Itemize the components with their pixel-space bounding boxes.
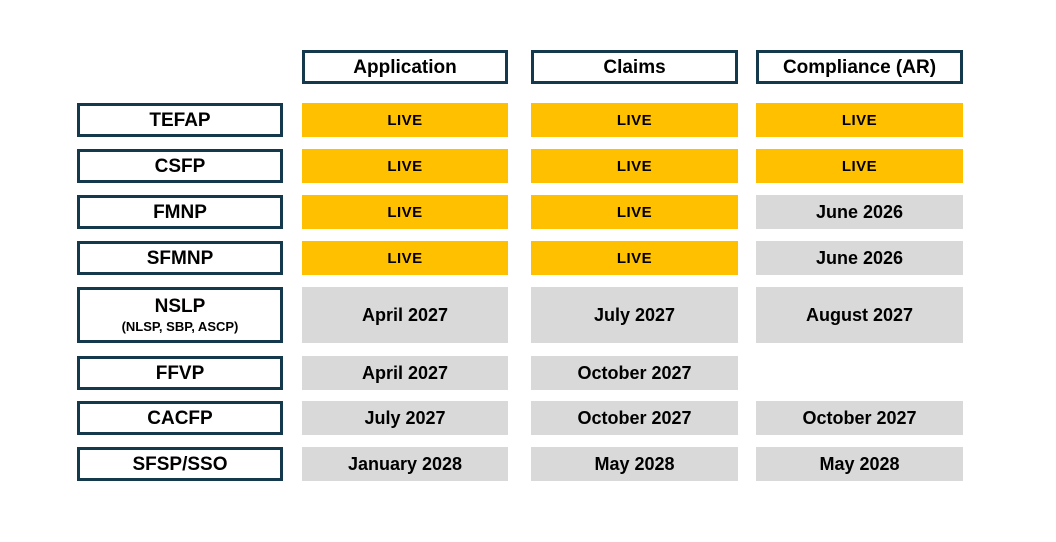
row-label-csfp: CSFP — [77, 149, 283, 183]
cell-csfp-application: LIVE — [302, 149, 508, 183]
row-label-text: CACFP — [147, 407, 213, 429]
cell-nslp-claims: July 2027 — [531, 287, 738, 343]
row-label-text: SFMNP — [146, 247, 214, 269]
cell-cacfp-compliance: October 2027 — [756, 401, 963, 435]
rollout-status-table: Application Claims Compliance (AR) TEFAP… — [77, 50, 963, 481]
cell-cacfp-claims: October 2027 — [531, 401, 738, 435]
row-label-nslp: NSLP (NLSP, SBP, ASCP) — [77, 287, 283, 343]
column-header-label: Claims — [603, 56, 666, 78]
cell-ffvp-application: April 2027 — [302, 356, 508, 390]
row-label-cacfp: CACFP — [77, 401, 283, 435]
cell-ffvp-compliance — [756, 356, 963, 390]
column-header-label: Application — [353, 56, 457, 78]
cell-sfmnp-compliance: June 2026 — [756, 241, 963, 275]
cell-fmnp-application: LIVE — [302, 195, 508, 229]
row-label-ffvp: FFVP — [77, 356, 283, 390]
row-label-text: TEFAP — [149, 109, 211, 131]
column-header-label: Compliance (AR) — [782, 56, 937, 78]
row-label-fmnp: FMNP — [77, 195, 283, 229]
cell-sfsp-sso-application: January 2028 — [302, 447, 508, 481]
row-label-text: FMNP — [153, 201, 207, 223]
column-header-compliance-ar: Compliance (AR) — [756, 50, 963, 84]
row-label-text: SFSP/SSO — [132, 453, 228, 475]
row-label-text: CSFP — [154, 155, 206, 177]
row-label-tefap: TEFAP — [77, 103, 283, 137]
cell-sfsp-sso-compliance: May 2028 — [756, 447, 963, 481]
cell-csfp-compliance: LIVE — [756, 149, 963, 183]
row-label-sfmnp: SFMNP — [77, 241, 283, 275]
cell-csfp-claims: LIVE — [531, 149, 738, 183]
cell-fmnp-claims: LIVE — [531, 195, 738, 229]
row-label-text: NSLP — [154, 296, 206, 317]
cell-tefap-claims: LIVE — [531, 103, 738, 137]
column-header-application: Application — [302, 50, 508, 84]
cell-sfmnp-application: LIVE — [302, 241, 508, 275]
cell-tefap-application: LIVE — [302, 103, 508, 137]
cell-nslp-application: April 2027 — [302, 287, 508, 343]
cell-sfsp-sso-claims: May 2028 — [531, 447, 738, 481]
row-sublabel-text: (NLSP, SBP, ASCP) — [121, 319, 239, 334]
cell-sfmnp-claims: LIVE — [531, 241, 738, 275]
column-header-claims: Claims — [531, 50, 738, 84]
cell-nslp-compliance: August 2027 — [756, 287, 963, 343]
row-label-text: FFVP — [155, 362, 205, 384]
cell-tefap-compliance: LIVE — [756, 103, 963, 137]
cell-fmnp-compliance: June 2026 — [756, 195, 963, 229]
cell-cacfp-application: July 2027 — [302, 401, 508, 435]
row-label-sfsp-sso: SFSP/SSO — [77, 447, 283, 481]
cell-ffvp-claims: October 2027 — [531, 356, 738, 390]
